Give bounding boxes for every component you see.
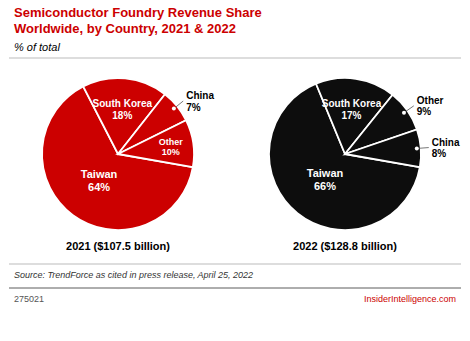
rule [9,58,461,59]
label-category: Taiwan [81,168,118,180]
data-label: China7% [186,90,214,113]
rule [9,288,461,289]
data-label: China8% [432,137,460,160]
data-label: South Korea18% [93,98,153,121]
pie-caption: 2021 ($107.5 billion) [66,240,170,252]
label-value: 18% [112,110,132,121]
label-value: 10% [162,147,180,157]
pie-slice [118,120,194,167]
label-value: 64% [88,181,110,193]
label-value: 9% [417,106,432,117]
background [0,0,470,341]
leader-dot [172,107,176,111]
leader-dot [402,111,406,115]
data-label: Other9% [417,95,444,118]
label-value: 17% [341,110,361,121]
label-category: Other [159,137,184,147]
label-value: 7% [186,102,201,113]
pie-caption: 2022 ($128.8 billion) [293,240,397,252]
label-category: South Korea [93,98,153,109]
data-label: South Korea17% [322,98,382,121]
title-line: Semiconductor Foundry Revenue Share [14,5,262,20]
title-line: Worldwide, by Country, 2021 & 2022 [14,21,236,36]
label-value: 66% [314,180,336,192]
rule [9,264,461,265]
label-category: China [432,137,460,148]
footer-right: InsiderIntelligence.com [364,294,456,304]
source: Source: TrendForce as cited in press rel… [14,270,253,280]
pie [269,78,421,230]
chart: Semiconductor Foundry Revenue ShareWorld… [0,0,470,341]
data-label: Other10% [159,137,184,157]
subtitle: % of total [14,41,60,53]
footer-left: 275021 [14,294,44,304]
data-label: Taiwan64% [81,168,118,193]
label-category: China [186,90,214,101]
label-category: South Korea [322,98,382,109]
title: Semiconductor Foundry Revenue ShareWorld… [14,5,262,36]
pie-labels: Taiwan66% South Korea17% Other9% China8% [307,95,460,192]
leader-dot [415,146,419,150]
label-category: Other [417,95,444,106]
label-category: Taiwan [307,167,344,179]
pie-labels: Taiwan64% South Korea18% China7% Other10% [81,90,215,193]
label-value: 8% [432,148,447,159]
data-label: Taiwan66% [307,167,344,192]
pie-slice [345,130,421,168]
pie [42,78,194,230]
